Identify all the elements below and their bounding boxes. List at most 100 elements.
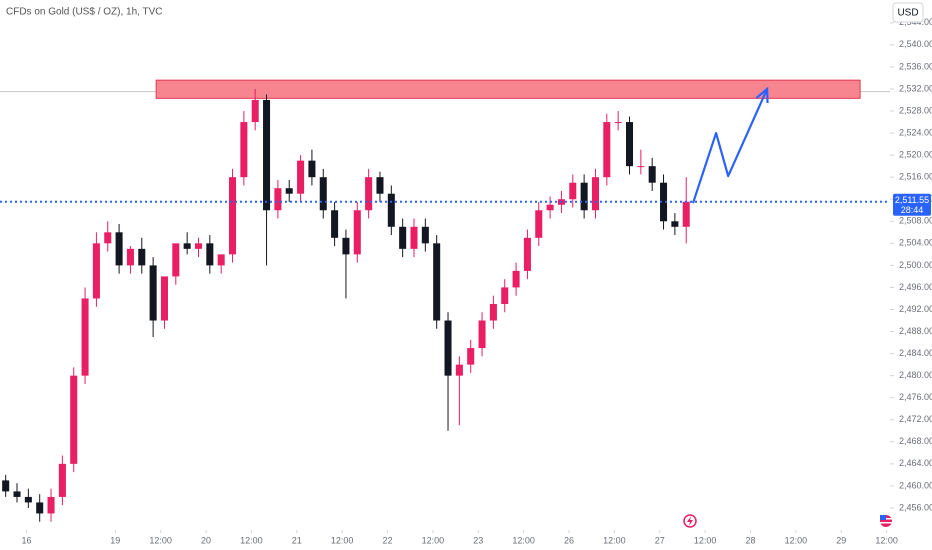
candle-body: [251, 100, 259, 123]
x-tick-label: 16: [21, 535, 31, 545]
candle-body: [353, 210, 361, 255]
x-tick-label: 12:00: [512, 535, 535, 545]
candle-body: [546, 204, 554, 211]
y-tick-label: 2,496.00: [899, 282, 932, 292]
candle-body: [523, 237, 531, 271]
x-tick-label: 12:00: [785, 535, 808, 545]
candle-body: [501, 287, 509, 304]
candle-body: [455, 364, 463, 376]
x-tick-label: 22: [383, 535, 393, 545]
y-tick-label: 2,456.00: [899, 502, 932, 512]
countdown-label: 28:44: [901, 205, 924, 215]
y-tick-label: 2,492.00: [899, 304, 932, 314]
x-tick-label: 12:00: [603, 535, 626, 545]
candle-body: [387, 193, 395, 227]
y-tick-label: 2,484.00: [899, 348, 932, 358]
projection-arrowhead: [755, 86, 769, 104]
candle-body: [637, 166, 645, 168]
candle-body: [240, 122, 248, 178]
x-tick-label: 12:00: [875, 535, 898, 545]
candle-body: [58, 463, 66, 497]
y-tick-label: 2,504.00: [899, 238, 932, 248]
candle-body: [342, 237, 350, 255]
candle-body: [274, 188, 282, 211]
y-tick-label: 2,480.00: [899, 370, 932, 380]
candle-body: [92, 243, 100, 299]
candle-body: [104, 232, 112, 244]
candle-body: [308, 160, 316, 178]
candle-body: [126, 248, 134, 266]
y-tick-label: 2,532.00: [899, 83, 932, 93]
y-tick-label: 2,540.00: [899, 39, 932, 49]
candle-body: [410, 226, 418, 249]
x-tick-label: 12:00: [694, 535, 717, 545]
chart-title: CFDs on Gold (US$ / OZ), 1h, TVC: [6, 7, 163, 18]
candle-body: [512, 270, 520, 288]
candle-body: [376, 177, 384, 194]
event-icon: [683, 514, 697, 528]
candle-body: [81, 298, 89, 376]
candle-body: [172, 243, 180, 277]
x-tick-label: 28: [745, 535, 755, 545]
candle-body: [625, 122, 634, 167]
candle-body: [682, 201, 690, 227]
candle-body: [478, 320, 486, 349]
candle-body: [671, 221, 679, 227]
y-tick-label: 2,468.00: [899, 436, 932, 446]
candle-body: [263, 100, 271, 211]
x-tick-label: 12:00: [422, 535, 445, 545]
candle-body: [399, 226, 407, 249]
x-tick-label: 12:00: [240, 535, 263, 545]
candle-body: [183, 243, 191, 249]
y-tick-label: 2,500.00: [899, 260, 932, 270]
candle-body: [591, 177, 599, 211]
y-tick-label: 2,488.00: [899, 326, 932, 336]
candle-body: [603, 122, 611, 178]
x-tick-label: 20: [201, 535, 211, 545]
x-tick-label: 29: [836, 535, 846, 545]
candle-body: [648, 166, 656, 183]
projection-path: [691, 88, 769, 204]
resistance-zone: [155, 79, 861, 99]
x-tick-label: 12:00: [331, 535, 354, 545]
last-price-label: 2,511.55: [895, 195, 929, 205]
candle-body: [115, 232, 123, 266]
candle-body: [24, 496, 32, 503]
candle-body: [160, 276, 168, 321]
candle-body: [331, 210, 339, 238]
x-tick-label: 12:00: [149, 535, 172, 545]
y-tick-label: 2,536.00: [899, 61, 932, 71]
x-tick-label: 27: [655, 535, 665, 545]
currency-button[interactable]: [892, 2, 924, 23]
x-tick-label: 23: [473, 535, 483, 545]
candle-body: [229, 177, 237, 255]
candle-body: [297, 160, 305, 194]
candle-body: [194, 243, 203, 249]
candle-body: [47, 496, 55, 514]
y-tick-label: 2,528.00: [899, 105, 932, 115]
candle-body: [285, 188, 293, 194]
y-tick-label: 2,464.00: [899, 458, 932, 468]
candle-body: [70, 375, 78, 464]
candle-body: [489, 303, 497, 321]
candle-body: [467, 348, 475, 365]
candle-body: [614, 122, 622, 124]
candle-body: [2, 480, 10, 492]
currency-label: USD: [897, 8, 918, 19]
candle-body: [217, 254, 225, 266]
y-tick-label: 2,460.00: [899, 480, 932, 490]
candle-body: [580, 182, 588, 211]
candle-body: [535, 210, 543, 238]
candle-body: [569, 182, 577, 200]
candle-body: [13, 491, 21, 497]
y-tick-label: 2,476.00: [899, 392, 932, 402]
candle-body: [433, 243, 441, 321]
x-tick-label: 21: [292, 535, 302, 545]
candle-body: [206, 243, 214, 266]
y-tick-label: 2,524.00: [899, 127, 932, 137]
candle-body: [36, 502, 44, 514]
candle-body: [660, 182, 668, 222]
x-tick-label: 19: [110, 535, 120, 545]
last-price-box: [893, 193, 931, 216]
